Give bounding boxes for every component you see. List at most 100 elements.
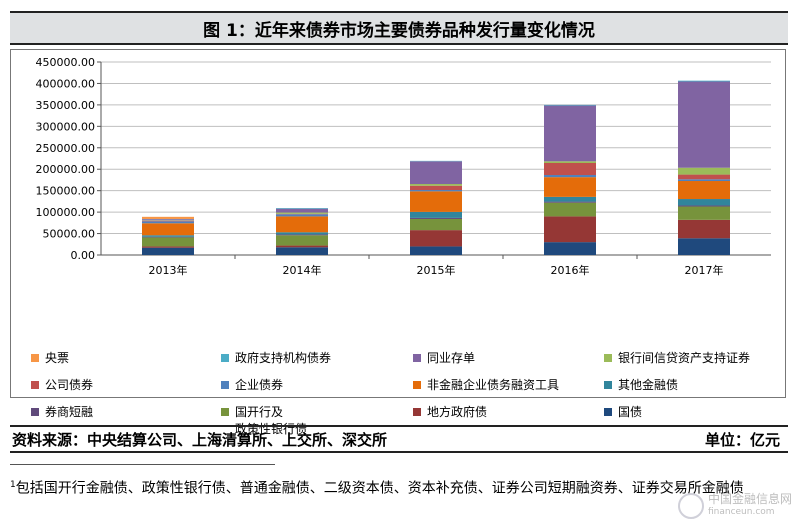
legend-label: 企业债券	[235, 378, 284, 392]
legend-swatch	[604, 408, 612, 416]
source-row: 资料来源：中央结算公司、上海清算所、上交所、深交所 单位：亿元	[10, 425, 788, 453]
bar-segment	[276, 212, 328, 214]
legend-item: 公司债券	[31, 377, 93, 394]
x-tick-label: 2015年	[417, 263, 456, 277]
legend-item: 政府支持机构债券	[221, 350, 331, 367]
stacked-bar-chart: 0.00 50000.00 100000.00 150000.00 200000.00 2…	[36, 56, 771, 277]
bar-segment	[410, 190, 462, 192]
bar-segment	[544, 104, 596, 106]
legend-item: 券商短融	[31, 404, 93, 421]
watermark: 中国金融信息网 financeun.com	[677, 492, 792, 519]
legend-item: 地方政府债	[413, 404, 487, 421]
bar-segment	[142, 247, 194, 255]
y-tick-label: 100000.00	[36, 206, 96, 219]
bar-segment	[544, 216, 596, 243]
bar-segment	[544, 161, 596, 164]
legend-swatch	[413, 408, 421, 416]
bar-segment	[276, 214, 328, 217]
bar-segment	[276, 216, 328, 233]
legend-swatch	[221, 381, 229, 389]
legend-swatch	[604, 354, 612, 362]
legend-item: 银行间信贷资产支持证券	[604, 350, 750, 367]
legend-label: 公司债券	[45, 378, 94, 392]
legend-item: 央票	[31, 350, 69, 367]
y-tick-label: 50000.00	[43, 228, 96, 241]
unit-text: 单位：亿元	[704, 430, 780, 449]
bar-segment	[276, 234, 328, 236]
legend-swatch	[221, 408, 229, 416]
bar-segment	[410, 230, 462, 247]
y-tick-label: 400000.00	[36, 77, 96, 90]
legend-item: 企业债券	[221, 377, 283, 394]
bar-segment	[410, 246, 462, 255]
legend-swatch	[31, 408, 39, 416]
bar-segment	[142, 220, 194, 222]
legend-label: 其他金融债	[618, 378, 679, 392]
legend-item: 其他金融债	[604, 377, 678, 394]
bar-segment	[544, 202, 596, 217]
bar-segment	[142, 235, 194, 237]
legend-label: 银行间信贷资产支持证券	[618, 351, 751, 365]
bar-segment	[142, 219, 194, 221]
bar-segment	[544, 177, 596, 197]
bar-segment	[678, 219, 730, 239]
source-text: 资料来源：中央结算公司、上海清算所、上交所、深交所	[12, 430, 388, 449]
y-tick-label: 300000.00	[36, 120, 96, 133]
bar-segment	[678, 174, 730, 180]
bar-segment	[276, 208, 328, 209]
footnote-text: 包括国开行金融债、政策性银行债、普通金融债、二级资本债、资本补充债、证券公司短期…	[15, 480, 744, 497]
x-tick-label: 2014年	[283, 263, 322, 277]
y-tick-label: 150000.00	[36, 185, 96, 198]
legend-swatch	[413, 354, 421, 362]
legend-label: 国债	[618, 405, 643, 419]
legend-label: 非金融企业债务融资工具	[427, 378, 560, 392]
footnote-divider	[10, 464, 275, 465]
watermark-line2: financeun.com	[707, 507, 775, 517]
bar-segment	[142, 216, 194, 219]
bar-segment	[678, 205, 730, 207]
legend-swatch	[604, 381, 612, 389]
legend-item: 非金融企业债务融资工具	[413, 377, 559, 394]
bar-segment	[678, 181, 730, 200]
bar-segment	[276, 245, 328, 248]
bar-segment	[544, 201, 596, 203]
bar-segment	[410, 191, 462, 212]
y-tick-label: 200000.00	[36, 163, 96, 176]
legend-item: 国债	[604, 404, 642, 421]
y-tick-label: 250000.00	[36, 142, 96, 155]
bar-segment	[142, 236, 194, 238]
x-tick-label: 2016年	[551, 263, 590, 277]
bar-segment	[276, 235, 328, 246]
bar-segment	[410, 217, 462, 219]
watermark-line1: 中国金融信息网	[707, 492, 792, 506]
bar-segment	[544, 175, 596, 178]
legend-label: 同业存单	[427, 351, 476, 365]
bar-segment	[678, 206, 730, 220]
legend-swatch	[413, 381, 421, 389]
y-tick-label: 450000.00	[36, 56, 96, 69]
bar-segment	[142, 246, 194, 248]
legend-label: 央票	[45, 351, 70, 365]
bar-segment	[410, 218, 462, 231]
bar-segment	[410, 161, 462, 185]
bar-segment	[544, 196, 596, 202]
legend-label: 券商短融	[45, 405, 94, 419]
y-tick-label: 350000.00	[36, 99, 96, 112]
bar-segment	[142, 237, 194, 247]
bar-segment	[544, 105, 596, 162]
figure-title-band: 图 1：近年来债券市场主要债券品种发行量变化情况	[10, 11, 788, 45]
y-tick-label: 0.00	[71, 249, 96, 262]
legend-swatch	[31, 381, 39, 389]
bar-segment	[142, 223, 194, 236]
bar-segment	[678, 199, 730, 206]
bar-segment	[544, 242, 596, 255]
bar-segment	[678, 179, 730, 182]
bar-segment	[142, 221, 194, 224]
footnote-marker: 1	[10, 480, 16, 490]
bar-segment	[410, 184, 462, 186]
legend-label: 地方政府债	[427, 405, 488, 419]
bar-segment	[678, 80, 730, 82]
x-tick-label: 2017年	[685, 263, 724, 277]
chart-container: 0.00 50000.00 100000.00 150000.00 200000.00 2…	[10, 49, 786, 436]
bar-segment	[276, 247, 328, 255]
